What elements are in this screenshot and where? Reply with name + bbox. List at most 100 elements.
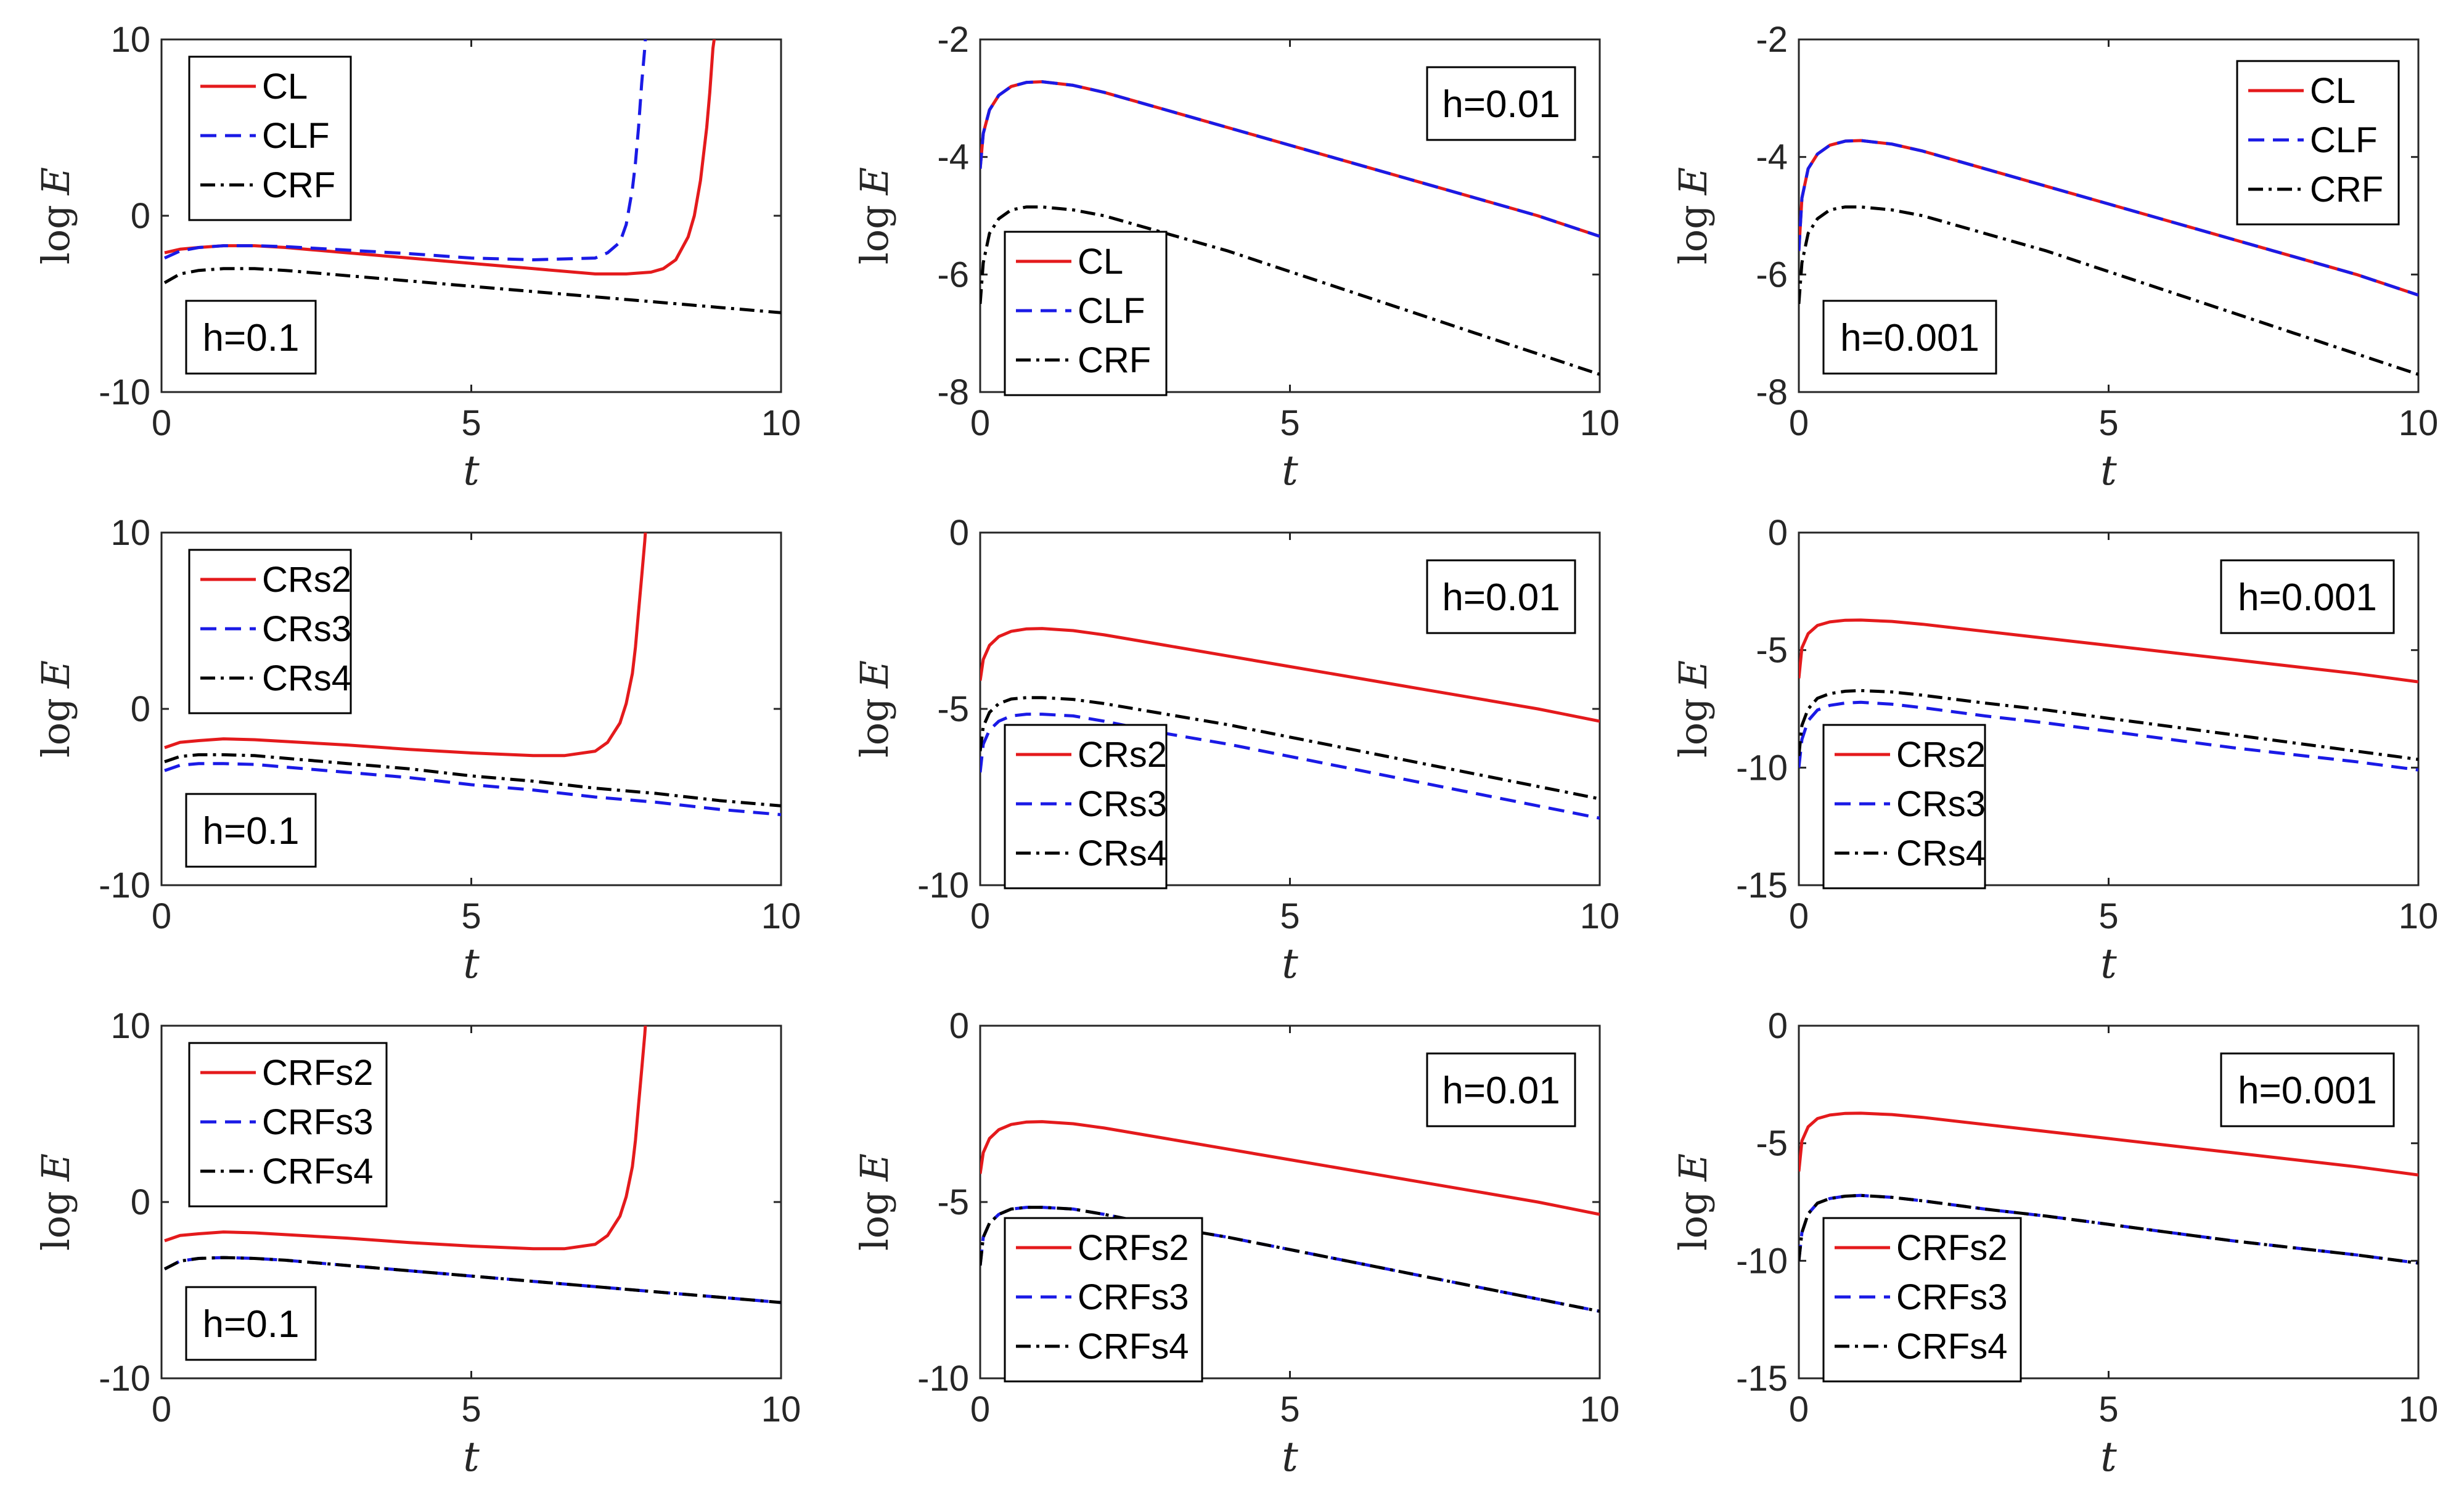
legend-label: CRs3	[1078, 784, 1167, 824]
y-tick-label: 0	[131, 196, 150, 236]
legend-box	[188, 1042, 388, 1208]
legend-label: CRFs4	[262, 1151, 373, 1192]
y-tick-label: 0	[1768, 513, 1788, 553]
legend-label: CRF	[1078, 340, 1151, 380]
legend-label: CRFs3	[1896, 1277, 2007, 1317]
annotation-h: h=0.01	[1426, 559, 1576, 634]
legend-box	[2236, 60, 2400, 226]
y-tick-label: -10	[99, 865, 150, 906]
y-tick-label: -4	[937, 137, 969, 178]
x-axis-label: t	[1282, 940, 1298, 988]
y-tick-label: 10	[110, 513, 150, 553]
x-tick-label: 5	[461, 896, 481, 936]
series-line-CRs4	[980, 696, 1600, 801]
annotation-text: h=0.01	[1442, 576, 1560, 619]
legend-box	[188, 549, 352, 714]
x-tick-label: 0	[1789, 896, 1809, 936]
panel-row2-col2: 0 5 10 -10 -5 0 t logE CRs2 CRs3 CRs4 h=0.01	[852, 513, 1619, 988]
panel-row1-col3: 0 5 10 -8 -6 -4 -2 t logE CL CLF CRF h=0.001	[1671, 20, 2438, 494]
y-axis-label: logE	[1671, 1153, 1716, 1251]
series-line-CRs2	[1799, 618, 2418, 684]
annotation-box	[1426, 66, 1576, 141]
series-line-CRs4	[1799, 689, 2418, 761]
x-tick-label: 5	[2098, 403, 2118, 443]
series-line-CRF	[163, 267, 781, 314]
annotation-box	[1426, 1052, 1576, 1127]
y-tick-label: -10	[99, 1359, 150, 1399]
legend-label: CRs3	[1896, 784, 1986, 824]
legend-label: CRs4	[1078, 833, 1167, 873]
y-tick-label: 10	[110, 1006, 150, 1046]
y-axis-label: logE	[33, 167, 78, 264]
y-tick-label: -6	[1756, 255, 1788, 295]
legend: CRFs2 CRFs3 CRFs4	[1822, 1217, 2022, 1383]
x-tick-label: 5	[2098, 896, 2118, 936]
y-tick-label: -5	[1756, 631, 1788, 671]
panel-row1-col2: 0 5 10 -8 -6 -4 -2 t logE CL CLF CRF h=0.01	[852, 20, 1619, 494]
legend-label: CRFs4	[1078, 1327, 1189, 1367]
legend-label: CLF	[262, 116, 330, 156]
legend-box	[1004, 724, 1168, 889]
y-tick-label: -5	[937, 689, 969, 729]
annotation-h: h=0.01	[1426, 66, 1576, 141]
legend-label: CRF	[262, 165, 335, 205]
x-tick-label: 5	[461, 403, 481, 443]
x-axis-label: t	[463, 1433, 480, 1481]
y-axis-label: logE	[33, 660, 78, 758]
y-tick-label: -5	[937, 1182, 969, 1222]
x-tick-label: 0	[970, 1389, 990, 1429]
legend-box	[1822, 1217, 2022, 1383]
annotation-h: h=0.001	[2220, 559, 2395, 634]
legend-box	[1004, 231, 1168, 396]
legend-label: CRFs4	[1896, 1327, 2007, 1367]
y-tick-label: -2	[1756, 20, 1788, 60]
x-tick-label: 5	[1280, 403, 1300, 443]
x-tick-label: 10	[1580, 896, 1620, 936]
legend-label: CRs4	[1896, 833, 1986, 873]
legend-box	[1004, 1217, 1203, 1383]
y-axis-label: logE	[852, 660, 897, 758]
series-line-CRs4	[164, 753, 781, 808]
series-line-CRF	[1799, 205, 2418, 376]
y-tick-label: -15	[1736, 865, 1788, 906]
annotation-h: h=0.1	[185, 1286, 317, 1361]
legend-label: CLF	[2310, 120, 2378, 160]
series-line-CLF	[1799, 139, 2418, 297]
panel-row3-col2: 0 5 10 -10 -5 0 t logE CRFs2 CRFs3 CRFs4 h=0.01	[852, 1006, 1619, 1481]
legend: CRs2 CRs3 CRs4	[188, 549, 352, 714]
annotation-h: h=0.01	[1426, 1052, 1576, 1127]
y-tick-label: -10	[917, 865, 969, 906]
x-tick-label: 0	[970, 896, 990, 936]
series-line-CRs2	[164, 533, 647, 758]
legend: CL CLF CRF	[188, 55, 352, 221]
legend: CL CLF CRF	[1004, 231, 1168, 396]
y-axis-label: logE	[1671, 660, 1716, 758]
x-tick-label: 0	[152, 403, 171, 443]
series-line-CRFs4	[980, 1206, 1600, 1313]
y-tick-label: -6	[937, 255, 969, 295]
y-tick-label: -5	[1756, 1124, 1788, 1164]
series-line-CLF	[980, 80, 1600, 238]
x-tick-label: 10	[2399, 896, 2439, 936]
x-tick-label: 5	[461, 1389, 481, 1429]
y-tick-label: 10	[110, 20, 150, 60]
annotation-box	[185, 1286, 317, 1361]
x-axis-label: t	[463, 940, 480, 988]
x-tick-label: 10	[1580, 1389, 1620, 1429]
series-line-CRFs2	[1799, 1111, 2418, 1177]
x-axis-label: t	[2100, 1433, 2117, 1481]
y-tick-label: 0	[949, 513, 969, 553]
series-line-CRFs2	[980, 1120, 1600, 1216]
x-tick-label: 0	[970, 403, 990, 443]
annotation-text: h=0.01	[1442, 83, 1560, 126]
x-tick-label: 10	[761, 896, 801, 936]
x-tick-label: 0	[1789, 403, 1809, 443]
legend-label: CRF	[2310, 170, 2383, 210]
legend-label: CL	[262, 67, 308, 107]
annotation-text: h=0.01	[1442, 1069, 1560, 1112]
series-line-CRFs2	[164, 1026, 647, 1251]
annotation-box	[2220, 559, 2395, 634]
